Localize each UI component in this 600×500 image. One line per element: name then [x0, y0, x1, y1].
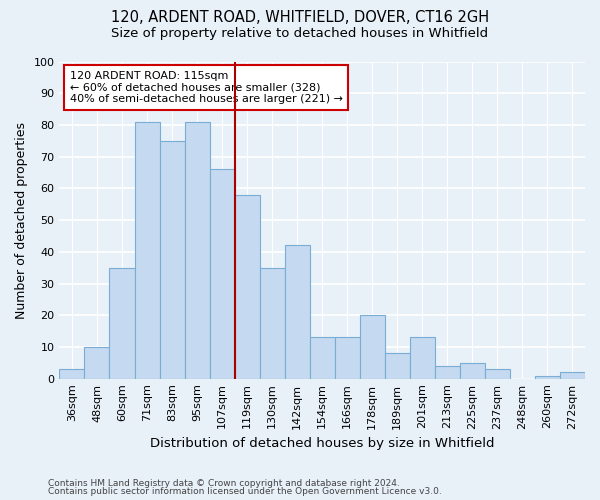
Bar [385, 354, 410, 378]
Bar [435, 366, 460, 378]
Bar [310, 338, 335, 378]
Bar [535, 376, 560, 378]
Bar [134, 122, 160, 378]
Text: 120, ARDENT ROAD, WHITFIELD, DOVER, CT16 2GH: 120, ARDENT ROAD, WHITFIELD, DOVER, CT16… [111, 10, 489, 25]
Bar [560, 372, 585, 378]
Bar [209, 170, 235, 378]
Bar [284, 246, 310, 378]
Bar [260, 268, 284, 378]
Text: Size of property relative to detached houses in Whitfield: Size of property relative to detached ho… [112, 28, 488, 40]
Bar [235, 194, 260, 378]
Bar [460, 363, 485, 378]
Bar [360, 315, 385, 378]
Bar [109, 268, 134, 378]
Text: Contains public sector information licensed under the Open Government Licence v3: Contains public sector information licen… [48, 488, 442, 496]
Text: 120 ARDENT ROAD: 115sqm
← 60% of detached houses are smaller (328)
40% of semi-d: 120 ARDENT ROAD: 115sqm ← 60% of detache… [70, 71, 343, 104]
Bar [85, 347, 109, 378]
Bar [410, 338, 435, 378]
Bar [160, 141, 185, 378]
Bar [185, 122, 209, 378]
Bar [485, 369, 510, 378]
Bar [59, 369, 85, 378]
X-axis label: Distribution of detached houses by size in Whitfield: Distribution of detached houses by size … [150, 437, 494, 450]
Bar [335, 338, 360, 378]
Text: Contains HM Land Registry data © Crown copyright and database right 2024.: Contains HM Land Registry data © Crown c… [48, 478, 400, 488]
Y-axis label: Number of detached properties: Number of detached properties [15, 122, 28, 318]
